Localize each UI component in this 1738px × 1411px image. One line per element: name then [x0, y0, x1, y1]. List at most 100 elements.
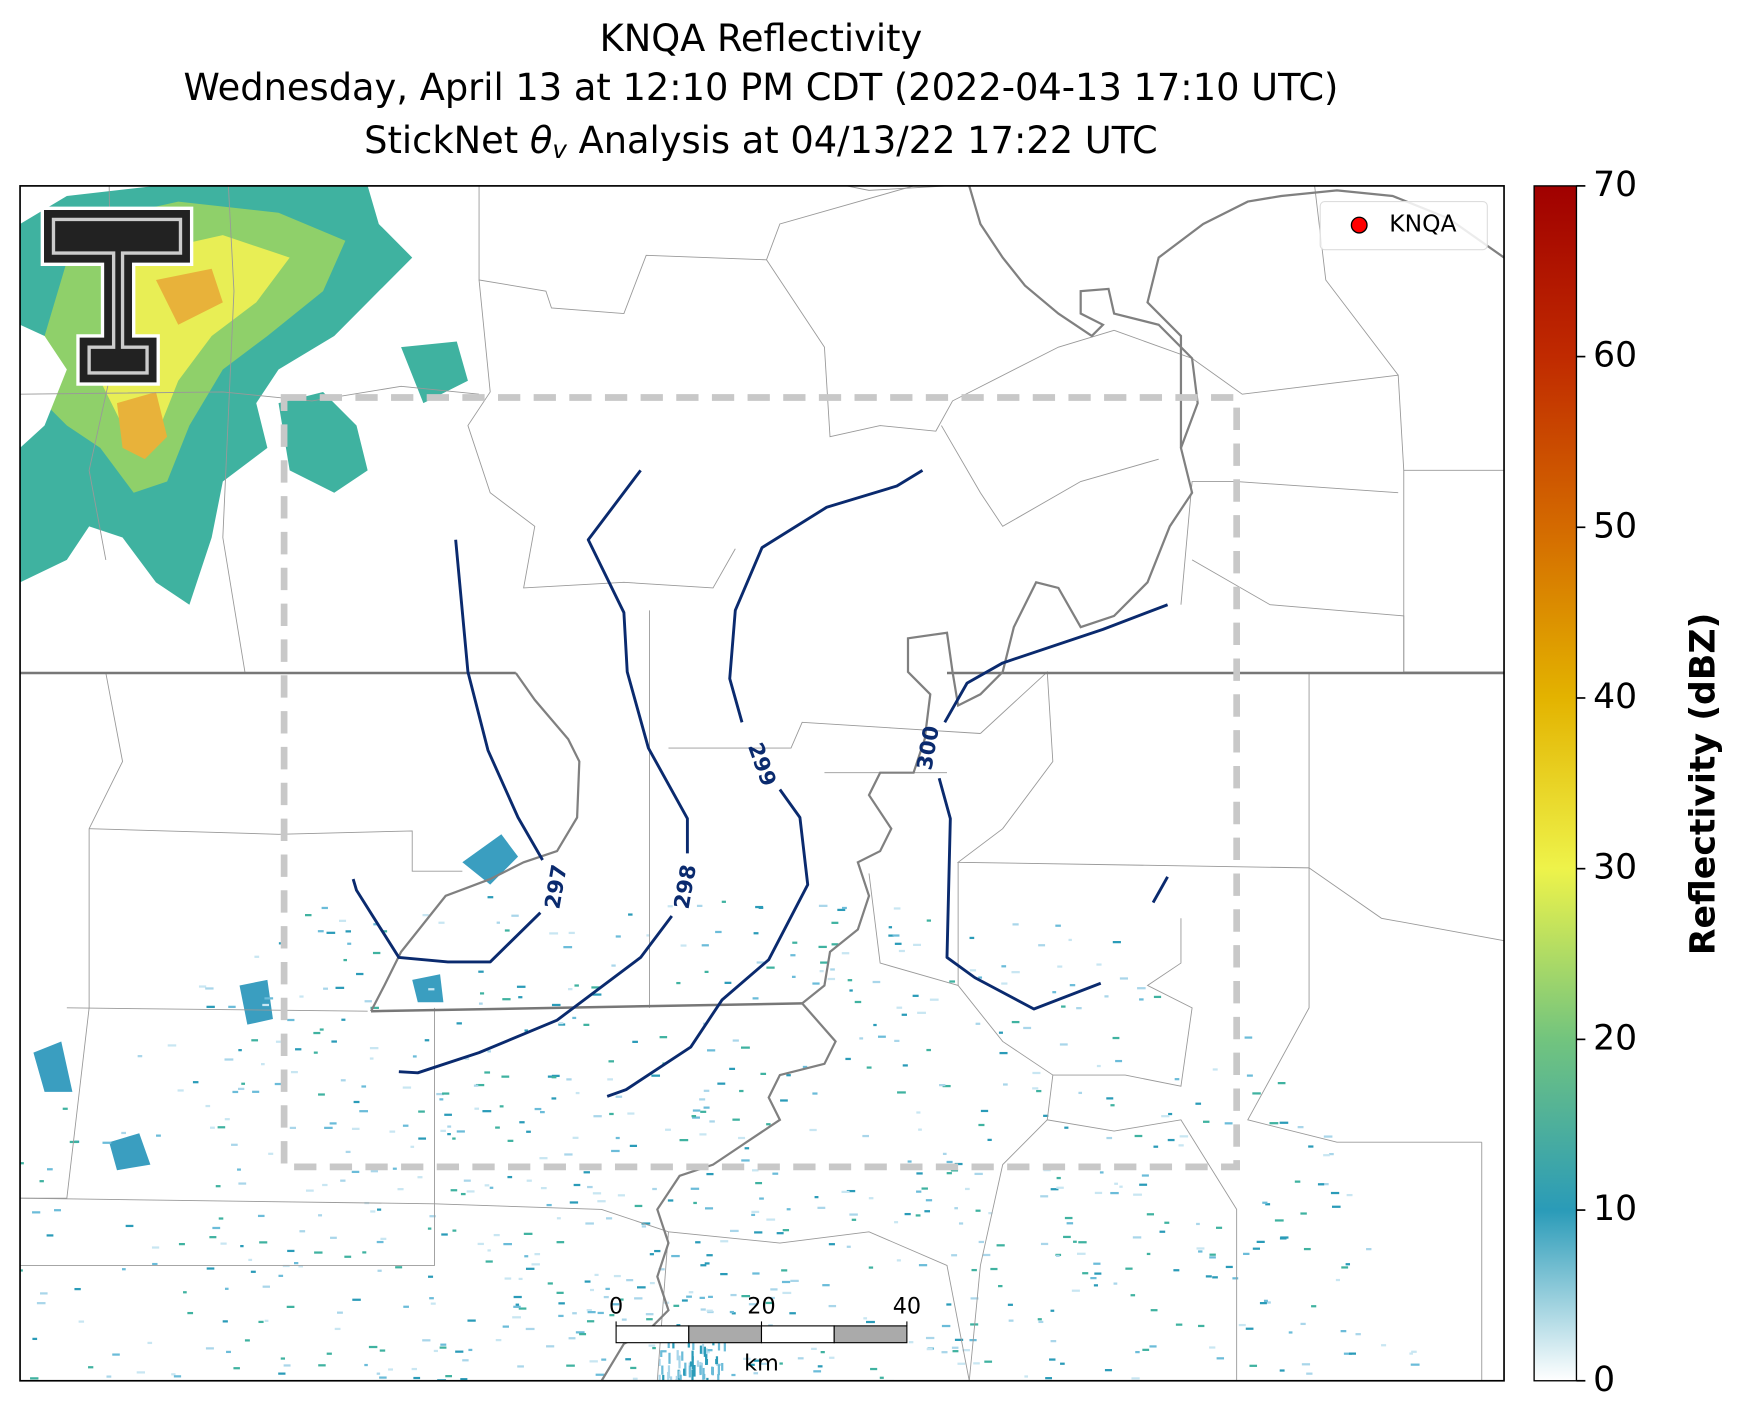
radar-echo [205, 987, 214, 990]
radar-echo [812, 1092, 818, 1095]
radar-echo [913, 943, 921, 946]
radar-echo [634, 1297, 643, 1300]
radar-echo [240, 1244, 244, 1248]
radar-echo [1323, 1154, 1330, 1157]
radar-echo [1329, 1152, 1334, 1156]
radar-echo [770, 1288, 778, 1291]
radar-echo [611, 1149, 620, 1153]
radar-echo [813, 1370, 822, 1373]
radar-echo [699, 1133, 707, 1136]
radar-echo [782, 1291, 792, 1295]
radar-echo [648, 1344, 656, 1347]
radar-echo [1288, 1331, 1293, 1334]
radar-echo [975, 1022, 981, 1025]
radar-echo [388, 1368, 394, 1371]
radar-echo [898, 949, 905, 953]
radar-echo [970, 1297, 979, 1300]
radar-echo [720, 1240, 729, 1243]
radar-echo [1216, 1226, 1223, 1229]
radar-echo [1381, 1344, 1387, 1347]
radar-echo [484, 1071, 491, 1074]
radar-echo [313, 1051, 318, 1054]
radar-echo [136, 1371, 146, 1374]
radar-echo [926, 919, 932, 922]
radar-echo [831, 943, 839, 946]
radar-echo [347, 942, 352, 945]
radar-echo [776, 1232, 784, 1235]
radar-echo [489, 1186, 494, 1189]
radar-echo [942, 1152, 947, 1156]
contour-line [606, 788, 810, 1098]
radar-echo [1207, 1407, 1211, 1409]
radar-echo [205, 1347, 214, 1350]
radar-echo [606, 1217, 613, 1220]
radar-echo [450, 1189, 458, 1192]
contour-line [728, 469, 924, 723]
radar-echo [46, 1234, 54, 1237]
radar-echo [1341, 1266, 1349, 1269]
radar-echo [586, 1308, 592, 1312]
radar-echo [566, 1078, 572, 1081]
radar-echo [667, 1199, 674, 1202]
radar-echo [969, 969, 977, 972]
colorbar-tick-label: 40 [1593, 677, 1637, 717]
radar-echo [526, 1179, 532, 1182]
radar-echo [278, 1372, 286, 1375]
colorbar-tick-label: 0 [1593, 1360, 1615, 1400]
radar-echo [531, 1263, 540, 1266]
radar-echo [1043, 1114, 1049, 1117]
radar-echo [1056, 1186, 1064, 1189]
radar-echo [870, 1367, 878, 1371]
radar-echo [591, 986, 600, 989]
radar-echo [649, 1281, 655, 1285]
radar-echo [1252, 1247, 1260, 1250]
radar-echo [964, 1187, 970, 1191]
radar-echo [758, 906, 764, 909]
radar-echo [1106, 1136, 1113, 1140]
radar-echo [121, 1131, 127, 1135]
radar-echo [818, 904, 828, 907]
radar-echo [984, 1360, 993, 1363]
radar-echo [518, 1307, 527, 1310]
radar-echo [403, 1305, 409, 1308]
radar-echo [649, 1253, 654, 1256]
radar-echo [691, 1115, 697, 1118]
radar-echo [440, 1343, 447, 1346]
radar-echo [790, 954, 796, 957]
radar-echo [511, 914, 519, 917]
radar-echo [669, 1376, 673, 1381]
radar-echo [433, 1349, 438, 1353]
radar-echo [1032, 1071, 1041, 1075]
radar-echo [1224, 1122, 1233, 1125]
scale-bar: 0 20 40 km [609, 1293, 921, 1376]
radar-echo [1066, 1222, 1074, 1225]
radar-echo [918, 1264, 928, 1267]
radar-echo [896, 1006, 903, 1009]
radar-echo [135, 1406, 143, 1408]
radar-echo [391, 1389, 398, 1391]
radar-echo [975, 1209, 981, 1212]
radar-echo [1094, 1191, 1103, 1195]
colorbar-tick-label: 30 [1593, 848, 1637, 888]
radar-echo [641, 1225, 647, 1228]
radar-echo [729, 1310, 735, 1314]
radar-echo [955, 1397, 959, 1399]
radar-echo [438, 921, 445, 924]
radar-echo [754, 1231, 763, 1234]
radar-echo [458, 1408, 466, 1410]
radar-echo [951, 1346, 959, 1349]
radar-echo [741, 1159, 750, 1162]
radar-echo [738, 1136, 746, 1140]
radar-echo [1068, 938, 1072, 942]
radar-echo [217, 1126, 226, 1129]
radar-echo [1174, 1078, 1180, 1081]
radar-echo [866, 1066, 872, 1069]
radar-echo [1279, 1369, 1285, 1372]
radar-echo [970, 1323, 979, 1326]
radar-echo [862, 1134, 870, 1138]
radar-echo [257, 1214, 265, 1218]
radar-echo [1146, 1213, 1155, 1216]
radar-echo [700, 1308, 706, 1311]
radar-echo [518, 1277, 523, 1281]
radar-echo [847, 979, 853, 982]
